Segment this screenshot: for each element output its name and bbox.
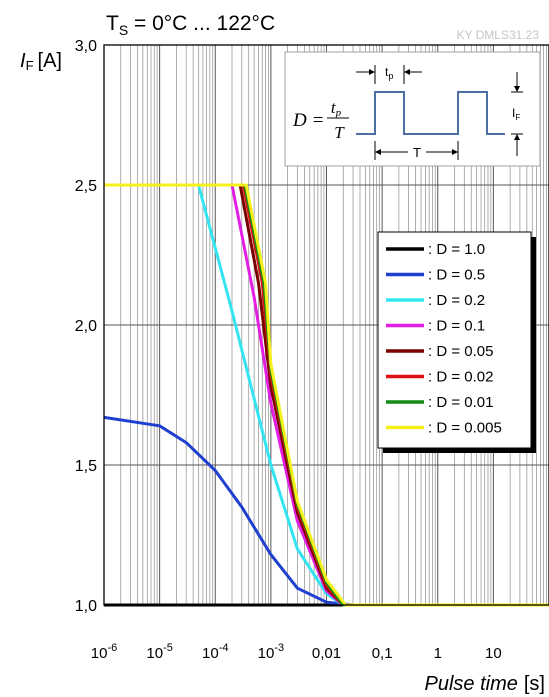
if-label: IF bbox=[512, 106, 520, 122]
legend: : D = 1.0 : D = 0.5 : D = 0.2 : D = 0.1 : D … bbox=[377, 231, 536, 453]
plot-frame bbox=[103, 44, 549, 606]
period-arrowhead-right bbox=[452, 149, 458, 155]
x-tick-label: 10-4 bbox=[202, 642, 228, 662]
legend-label: : D = 0.1 bbox=[428, 318, 485, 335]
formula-numerator: tp bbox=[331, 98, 342, 119]
inset-box bbox=[284, 51, 541, 167]
y-axis-label: IF [A] bbox=[20, 50, 62, 73]
legend-label: : D = 0.01 bbox=[428, 394, 493, 411]
x-tick-label: 10-6 bbox=[91, 642, 117, 662]
y-tick-label: 2,0 bbox=[75, 318, 97, 335]
tick-labels: 1,0 1,5 2,0 2,5 3,0 10-6 10-5 10-4 10-3 0,01 0,1 1 1… bbox=[75, 38, 502, 662]
legend-label: : D = 1.0 bbox=[428, 241, 485, 258]
tp-arrowhead-left bbox=[369, 69, 375, 75]
period-label: T bbox=[413, 145, 421, 160]
legend-label: : D = 0.02 bbox=[428, 369, 493, 386]
x-tick-label: 1 bbox=[434, 645, 442, 662]
pulse-waveform bbox=[356, 91, 505, 135]
x-tick-label: 0,1 bbox=[372, 645, 393, 662]
x-tick-label: 0,01 bbox=[312, 645, 341, 662]
legend-label: : D = 0.2 bbox=[428, 292, 485, 309]
if-arrowhead-bottom bbox=[514, 134, 520, 140]
x-tick-label: 10 bbox=[485, 645, 502, 662]
legend-label: : D = 0.05 bbox=[428, 343, 493, 360]
tp-arrowhead-right bbox=[404, 69, 410, 75]
y-tick-label: 1,5 bbox=[75, 458, 97, 475]
x-axis-label: Pulse time [s] bbox=[425, 673, 546, 695]
document-id: KY DMLS31.23 bbox=[457, 28, 540, 42]
legend-label: : D = 0.5 bbox=[428, 267, 485, 284]
duty-cycle-inset: D = tp T tp T IF bbox=[284, 51, 541, 167]
x-tick-label: 10-5 bbox=[146, 642, 172, 662]
if-arrowhead-top bbox=[514, 86, 520, 92]
y-tick-label: 3,0 bbox=[75, 38, 97, 55]
y-tick-label: 2,5 bbox=[75, 178, 97, 195]
period-arrowhead-left bbox=[375, 149, 381, 155]
duty-formula: D = bbox=[292, 110, 324, 131]
temperature-condition: TS = 0°C ... 122°C bbox=[106, 12, 275, 38]
x-tick-label: 10-3 bbox=[258, 642, 284, 662]
legend-label: : D = 0.005 bbox=[428, 420, 502, 437]
y-tick-label: 1,0 bbox=[75, 598, 97, 615]
series-line-7 bbox=[104, 183, 549, 607]
tp-label: tp bbox=[385, 65, 393, 81]
formula-denominator: T bbox=[334, 123, 345, 142]
data-series bbox=[103, 183, 549, 607]
legend-box bbox=[377, 231, 532, 449]
